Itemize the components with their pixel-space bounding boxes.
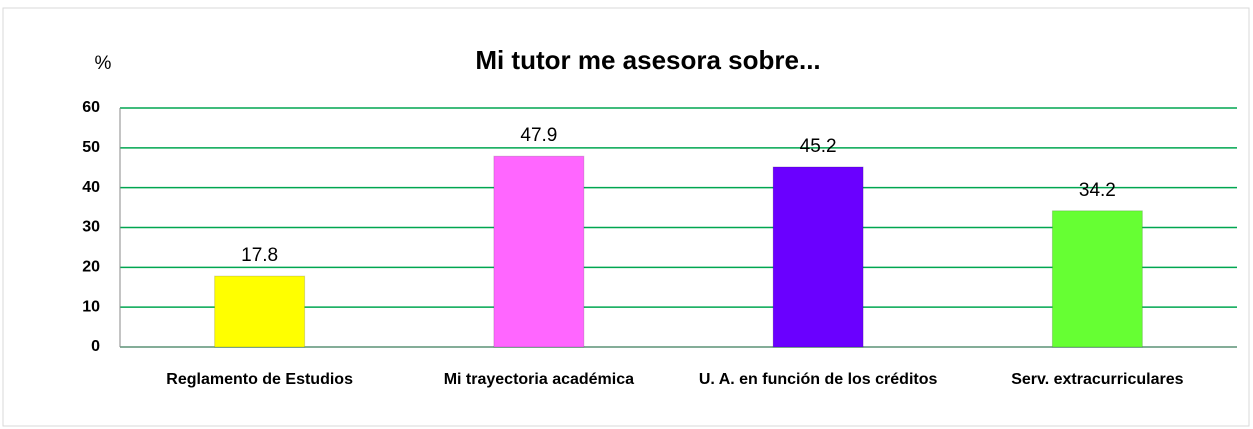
- data-label: 17.8: [241, 245, 278, 266]
- y-tick-label: 20: [82, 259, 100, 276]
- y-tick-label: 60: [82, 99, 100, 116]
- y-tick-label: 50: [82, 139, 100, 156]
- bar: [214, 275, 306, 348]
- y-tick-label: 10: [82, 298, 100, 315]
- y-tick-label: 40: [82, 179, 100, 196]
- bar: [772, 166, 864, 348]
- data-label: 34.2: [1079, 180, 1116, 201]
- bar: [1051, 210, 1143, 348]
- x-tick-label: Mi trayectoria académica: [444, 371, 634, 388]
- data-label: 47.9: [520, 125, 557, 146]
- bar: [493, 155, 585, 348]
- x-tick-label: U. A. en función de los créditos: [699, 371, 938, 388]
- chart-border: [2, 7, 1250, 427]
- x-tick-label: Reglamento de Estudios: [166, 371, 353, 388]
- chart-title: Mi tutor me asesora sobre...: [475, 45, 820, 75]
- y-tick-label: 0: [91, 338, 100, 355]
- x-tick-label: Serv. extracurriculares: [1011, 371, 1183, 388]
- y-tick-label: 30: [82, 219, 100, 236]
- y-axis-label: %: [95, 53, 112, 74]
- data-label: 45.2: [800, 136, 837, 157]
